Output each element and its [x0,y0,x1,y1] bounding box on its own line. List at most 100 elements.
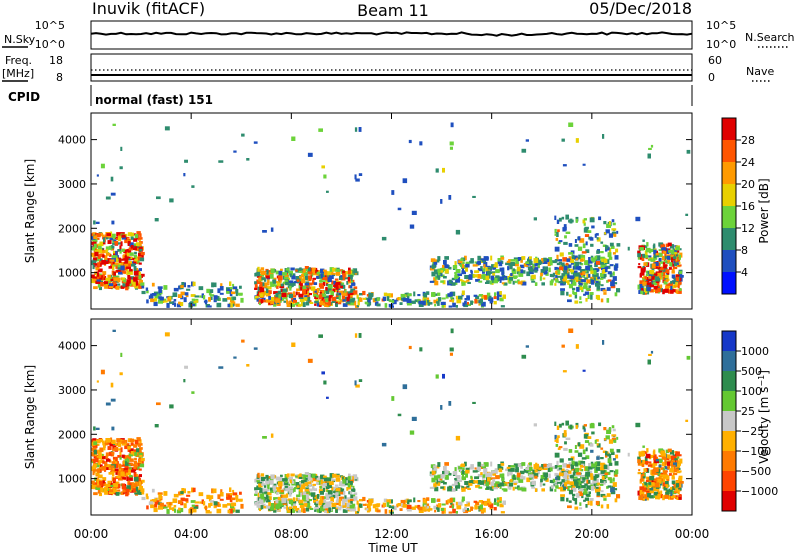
power-cell [607,252,612,257]
power-cell [290,267,295,271]
velocity-cell [211,488,214,494]
velocity-cell [114,468,119,472]
power-cell [488,295,492,299]
power-cell [507,266,510,271]
velocity-cell [111,461,115,466]
power-cell [295,276,301,281]
power-cell [556,232,559,237]
velocity-cell [586,485,591,490]
power-cell [580,263,584,266]
power-cell [389,293,393,298]
velocity-cell [588,470,593,475]
velocity-cell [134,476,139,482]
velocity-cell [109,465,115,468]
power-cell [589,217,595,223]
power-cell [305,301,310,306]
velocity-cell [576,472,581,475]
velocity-cell [608,462,613,466]
velocity-cell [591,463,596,468]
velocity-cell [229,487,232,492]
power-cell [281,288,284,293]
power-cell [577,236,581,241]
velocity-cell [606,471,611,475]
velocity-cell [326,503,331,508]
power-cell [138,262,142,265]
velocity-cell [99,459,105,464]
velocity-cell [270,503,275,508]
power-cell [526,271,531,277]
velocity-cell [572,487,577,492]
velocity-cell [554,452,560,458]
velocity-cell [112,471,115,477]
power-cell [462,261,465,265]
power-cell [259,275,263,279]
power-cell [139,248,143,252]
velocity-cell [606,486,609,489]
power-cell [342,303,348,307]
velocity-cell [657,472,662,476]
power-cell [167,296,172,302]
power-cell [260,287,265,293]
power-cell [658,249,664,252]
velocity-cell [151,499,157,502]
nsky-top-tick: 10^5 [35,19,65,32]
power-cell [600,273,604,277]
velocity-cell [470,475,473,479]
power-cell [570,250,575,254]
velocity-cell [447,499,452,503]
power-cell [588,257,591,262]
power-cell [500,257,505,260]
power-cell [168,301,174,304]
velocity-cell [551,466,557,470]
velocity-cell [675,452,680,456]
power-cell [529,260,533,266]
power-colorbar-label: 12 [741,222,755,235]
power-cell [299,297,305,302]
velocity-cell [207,511,212,514]
power-cell [574,300,579,304]
velocity-cell [670,492,673,496]
velocity-cell [228,508,233,514]
power-cell [647,258,653,261]
power-cell [108,286,114,289]
power-cell [335,281,341,286]
power-cell [669,262,673,267]
power-cell [400,293,406,298]
power-cell [667,242,672,247]
power-cell [455,305,458,308]
velocity-cell [529,476,532,480]
power-cell [449,146,453,150]
velocity-cell [668,473,672,476]
velocity-cell [650,469,653,474]
velocity-cell [151,488,155,493]
power-cell [662,271,666,276]
velocity-cell [642,451,645,456]
power-cell [92,238,98,243]
power-cell [579,238,585,243]
velocity-cell [408,345,412,350]
power-cell [351,270,354,274]
power-cell [332,300,336,303]
power-cell [129,232,134,236]
power-cell [475,279,480,282]
velocity-cell [325,501,330,507]
power-cell [664,253,667,257]
velocity-cell [580,469,584,472]
velocity-cell [458,466,463,470]
velocity-cell [678,487,682,491]
power-cell [341,292,347,296]
velocity-cell [124,457,129,462]
nsearch-label: N.Search [745,31,795,44]
power-cell [472,264,478,267]
power-cell [574,244,579,247]
power-cell [307,293,312,296]
velocity-cell [497,465,502,471]
power-cell [278,270,283,276]
velocity-cell [653,455,657,461]
velocity-cell [642,459,645,464]
velocity-cell [325,503,329,509]
velocity-cell [556,460,559,466]
velocity-cell [460,464,464,467]
velocity-cell [464,461,467,467]
velocity-cell [465,472,468,478]
